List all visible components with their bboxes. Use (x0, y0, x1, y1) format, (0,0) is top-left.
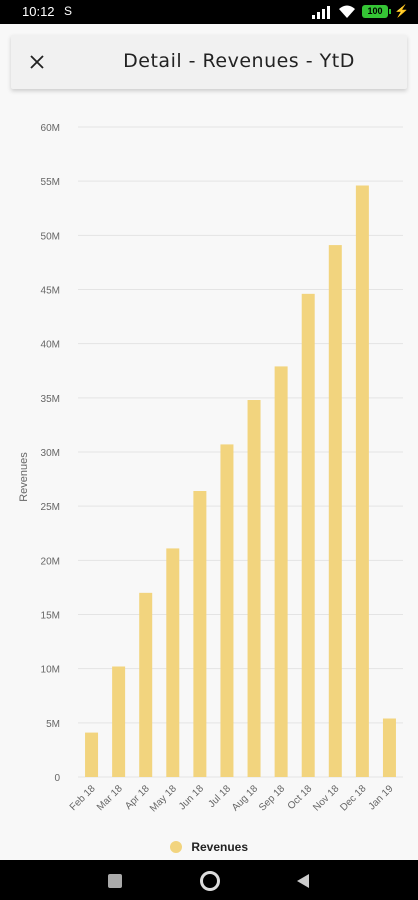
nav-bar (0, 860, 418, 900)
bar-dec-18 (355, 185, 369, 777)
app-screen: Detail - Revenues - YtD 0 5M 10M 15M 20M 25M 3… (0, 24, 418, 860)
close-button[interactable] (23, 48, 51, 76)
y-tick-label: 30M (41, 448, 60, 459)
y-tick-label: 45M (41, 286, 60, 297)
bar-jul-18 (220, 444, 234, 777)
x-tick-label: Mar 18 (95, 783, 125, 813)
bar-may-18 (166, 548, 180, 777)
bar-apr-18 (139, 592, 153, 777)
recents-square-icon (108, 874, 122, 888)
legend-swatch (169, 841, 182, 853)
y-tick-label: 50M (41, 231, 60, 242)
x-tick-label: Jan 19 (367, 783, 396, 812)
x-tick-label: Feb 18 (68, 783, 98, 813)
x-tick-label: Jun 18 (177, 783, 206, 812)
y-tick-label: 0 (54, 773, 60, 784)
bar-oct-18 (301, 293, 315, 777)
bar-sep-18 (274, 366, 288, 777)
page-title: Detail - Revenues - YtD (123, 50, 355, 72)
bar-jun-18 (193, 491, 207, 777)
x-tick-label: May 18 (148, 783, 179, 814)
recents-button[interactable] (106, 872, 124, 890)
home-circle-icon (200, 871, 220, 891)
x-tick-label: Sep 18 (257, 783, 287, 813)
signal-icon (312, 5, 332, 19)
back-triangle-icon (297, 874, 309, 888)
status-s-icon: S (64, 4, 73, 18)
y-tick-label: 15M (41, 611, 60, 622)
bar-nov-18 (328, 245, 342, 778)
x-tick-label: Aug 18 (230, 783, 260, 813)
y-tick-label: 55M (41, 177, 60, 188)
y-tick-label: 25M (41, 502, 60, 513)
revenue-chart: 0 5M 10M 15M 20M 25M 30M 35M 40M 45M 50M 55M 60M Reve… (0, 110, 418, 860)
wifi-icon (339, 5, 355, 18)
x-tick-label: Oct 18 (286, 783, 315, 812)
y-axis-label: Revenues (18, 452, 30, 502)
back-button[interactable] (294, 872, 312, 890)
header-bar: Detail - Revenues - YtD (11, 35, 407, 89)
close-icon (30, 55, 44, 69)
battery-icon: 100 (362, 5, 391, 18)
bar-mar-18 (112, 666, 126, 777)
home-button[interactable] (199, 870, 221, 892)
y-tick-label: 20M (41, 556, 60, 567)
chart-svg: 0 5M 10M 15M 20M 25M 30M 35M 40M 45M 50M 55M 60M Reve… (18, 123, 403, 814)
y-tick-label: 60M (41, 123, 60, 134)
battery-level: 100 (367, 6, 383, 16)
y-tick-label: 10M (41, 665, 60, 676)
status-time: 10:12 (22, 4, 55, 19)
y-tick-label: 35M (41, 394, 60, 405)
y-tick-label: 40M (41, 340, 60, 351)
legend-label: Revenues (191, 840, 249, 854)
chart-legend[interactable]: Revenues (0, 840, 418, 854)
y-tick-label: 5M (46, 719, 60, 730)
bar-aug-18 (247, 400, 261, 777)
x-tick-label: Dec 18 (338, 783, 368, 813)
bar-jan-19 (382, 718, 396, 777)
status-bar: 10:12 S 100 ⚡ (0, 0, 418, 24)
x-tick-label: Nov 18 (311, 783, 341, 813)
charging-icon: ⚡ (394, 4, 409, 18)
bar-feb-18 (85, 732, 99, 777)
